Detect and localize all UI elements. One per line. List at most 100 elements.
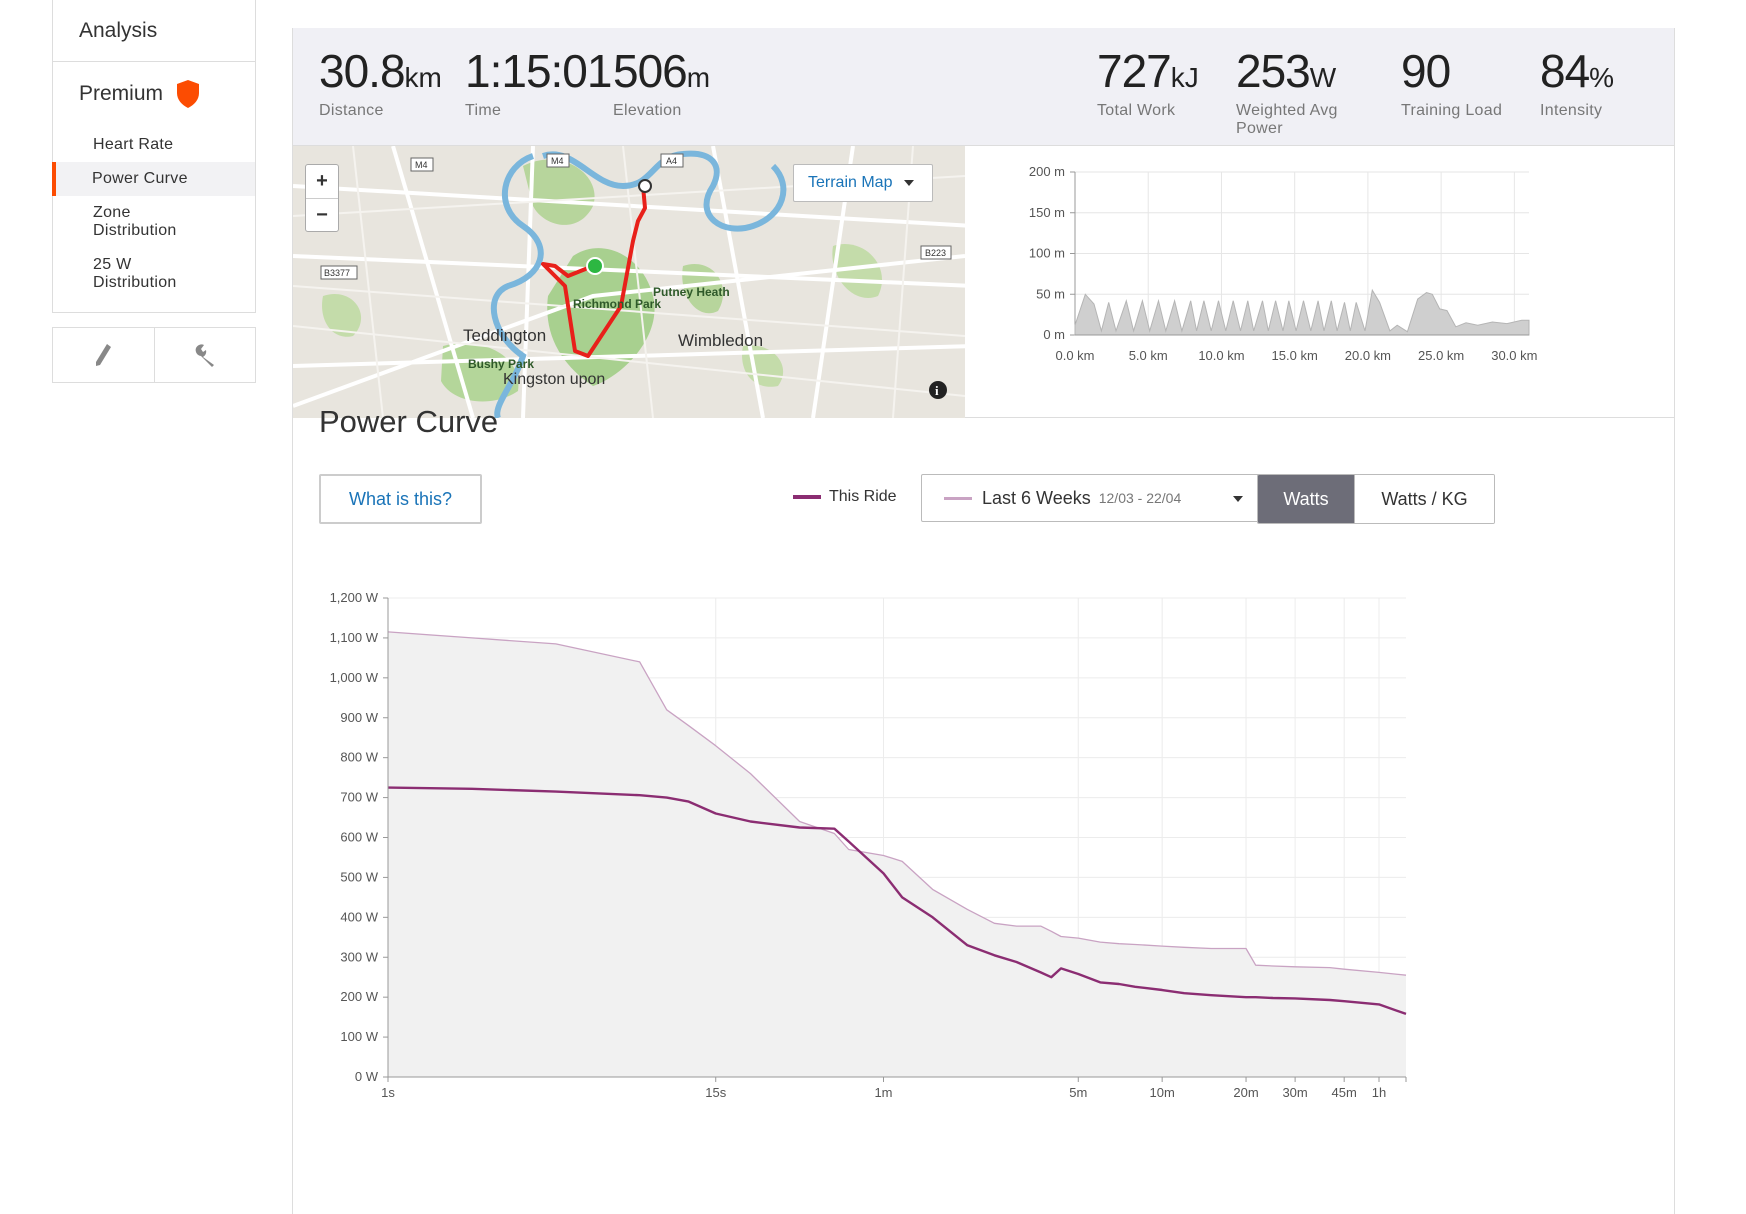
map-info-icon[interactable]	[929, 381, 947, 399]
stat-value: 1:15:01	[465, 45, 612, 97]
map-park	[832, 244, 882, 298]
stat-distance: 30.8km Distance	[319, 46, 442, 120]
finish-flag-icon	[638, 179, 652, 193]
stat-value: 90	[1401, 45, 1451, 97]
stat-unit: m	[686, 62, 711, 93]
power-y-tick-label: 600 W	[340, 830, 378, 845]
elevation-y-tick-label: 0 m	[1043, 327, 1065, 342]
elevation-x-tick-label: 30.0 km	[1491, 348, 1537, 363]
sidebar-item-label: Analysis	[79, 18, 158, 42]
stats-bar: 30.8km Distance 1:15:01 Time 506m Elevat…	[293, 28, 1674, 146]
chevron-down-icon	[904, 180, 915, 186]
map-road-label: B223	[925, 248, 946, 258]
watts-per-kg-button[interactable]: Watts / KG	[1354, 475, 1494, 523]
map-road-label: M4	[551, 156, 564, 166]
page-title: Power Curve	[319, 404, 499, 439]
stat-label: Elevation	[613, 102, 682, 119]
comparison-period-select[interactable]: Last 6 Weeks 12/03 - 22/04	[921, 474, 1262, 522]
zoom-out-button[interactable]: −	[306, 198, 338, 231]
power-x-tick-label: 30m	[1282, 1085, 1307, 1100]
power-x-tick-label: 1h	[1372, 1085, 1386, 1100]
power-y-tick-label: 1,000 W	[330, 670, 379, 685]
this-ride-line	[387, 786, 1407, 1016]
map-road-label: M4	[415, 160, 428, 170]
stat-label: Training Load	[1401, 102, 1503, 119]
sidebar-item-label: Power Curve	[92, 170, 188, 187]
sidebar-item-label: Zone Distribution	[93, 204, 177, 239]
power-y-tick-label: 300 W	[340, 949, 378, 964]
sidebar-item-premium[interactable]: Premium	[53, 68, 255, 120]
route-map[interactable]: M4 M4 A4 B3377 B223 Teddington Wimbledon…	[293, 146, 965, 418]
power-y-tick-label: 0 W	[355, 1069, 379, 1084]
stat-label: Time	[465, 102, 502, 119]
power-y-tick-label: 200 W	[340, 989, 378, 1004]
stat-total-work: 727kJ Total Work	[1097, 46, 1199, 120]
elevation-x-tick-label: 25.0 km	[1418, 348, 1464, 363]
watts-button[interactable]: Watts	[1258, 475, 1354, 523]
terrain-map-label: Terrain Map	[808, 174, 893, 191]
elevation-chart-svg: 0 m 50 m 100 m 150 m 200 m 0.0 km 5.0 km 10.0 k…	[1029, 164, 1538, 363]
stat-unit: %	[1589, 62, 1615, 93]
map-place-label: Putney Heath	[653, 285, 730, 299]
map-zoom-control: + −	[305, 164, 339, 232]
legend-this-ride: This Ride	[793, 488, 897, 506]
stat-elevation: 506m Elevation	[613, 46, 710, 120]
stat-training-load: 90 Training Load	[1401, 46, 1502, 120]
stat-label: Total Work	[1097, 102, 1176, 119]
map-park-bushy	[441, 343, 519, 402]
power-curve-chart-svg: 0 W 100 W 200 W 300 W 400 W 500 W 600 W 700 W 80…	[330, 590, 1407, 1100]
map-park	[523, 159, 595, 225]
chevron-down-icon	[1233, 496, 1243, 502]
map-roads	[293, 146, 965, 418]
edit-button[interactable]	[53, 328, 154, 382]
elevation-y-tick-label: 200 m	[1029, 164, 1065, 179]
stat-value: 253	[1236, 45, 1311, 97]
terrain-map-dropdown[interactable]: Terrain Map	[793, 164, 933, 202]
stat-value: 506	[613, 45, 688, 97]
sidebar-item-zone-distribution[interactable]: Zone Distribution	[53, 196, 193, 248]
units-toggle: Watts Watts / KG	[1257, 474, 1495, 524]
power-y-tick-label: 400 W	[340, 909, 378, 924]
sidebar-item-analysis[interactable]: Analysis	[53, 0, 255, 62]
elevation-chart[interactable]: 0 m 50 m 100 m 150 m 200 m 0.0 km 5.0 km 10.0 k…	[965, 146, 1674, 418]
map-place-label: Bushy Park	[468, 357, 534, 371]
power-x-tick-label: 45m	[1332, 1085, 1357, 1100]
stat-unit: kJ	[1170, 62, 1199, 93]
power-y-tick-label: 800 W	[340, 750, 378, 765]
power-x-tick-label: 10m	[1150, 1085, 1175, 1100]
power-x-tick-label: 5m	[1069, 1085, 1087, 1100]
sidebar-item-25w-distribution[interactable]: 25 W Distribution	[53, 248, 183, 312]
overview-row: M4 M4 A4 B3377 B223 Teddington Wimbledon…	[293, 146, 1674, 418]
elevation-y-tick-label: 150 m	[1029, 205, 1065, 220]
sidebar-item-label: Heart Rate	[93, 136, 174, 153]
map-place-labels: Teddington Wimbledon Richmond Park Putne…	[463, 285, 763, 388]
analysis-panel: 30.8km Distance 1:15:01 Time 506m Elevat…	[292, 28, 1675, 1214]
stat-unit: W	[1309, 62, 1337, 93]
route-line	[541, 185, 647, 358]
wrench-icon	[195, 344, 214, 367]
elevation-y-tick-label: 50 m	[1036, 286, 1065, 301]
actions-button[interactable]	[153, 328, 256, 382]
sidebar-item-heart-rate[interactable]: Heart Rate	[53, 128, 255, 162]
power-x-tick-label: 20m	[1233, 1085, 1258, 1100]
power-y-tick-label: 900 W	[340, 710, 378, 725]
activity-tools	[52, 327, 256, 383]
map-river	[542, 150, 787, 232]
sidebar-item-label: Premium	[79, 82, 164, 105]
what-is-this-button[interactable]: What is this?	[319, 474, 482, 524]
period-label: Last 6 Weeks	[982, 487, 1091, 508]
elevation-x-tick-label: 15.0 km	[1272, 348, 1318, 363]
zoom-in-button[interactable]: +	[316, 170, 328, 192]
stat-weighted-avg-power: 253W Weighted Avg Power	[1236, 46, 1356, 138]
history-line	[387, 631, 1407, 976]
map-place-label: Wimbledon	[678, 331, 763, 350]
power-curve-chart[interactable]: 0 W 100 W 200 W 300 W 400 W 500 W 600 W 700 W 80…	[293, 546, 1674, 1214]
sidebar-item-power-curve[interactable]: Power Curve	[52, 162, 255, 196]
period-dates: 12/03 - 22/04	[1098, 490, 1182, 506]
stat-value: 30.8	[319, 45, 406, 97]
power-y-tick-label: 1,200 W	[330, 590, 379, 605]
stat-label: Weighted Avg Power	[1236, 102, 1338, 137]
power-y-tick-label: 500 W	[340, 869, 378, 884]
map-park	[322, 294, 362, 337]
sidebar-nav: Analysis Premium Heart Rate Power Curve …	[52, 0, 256, 313]
